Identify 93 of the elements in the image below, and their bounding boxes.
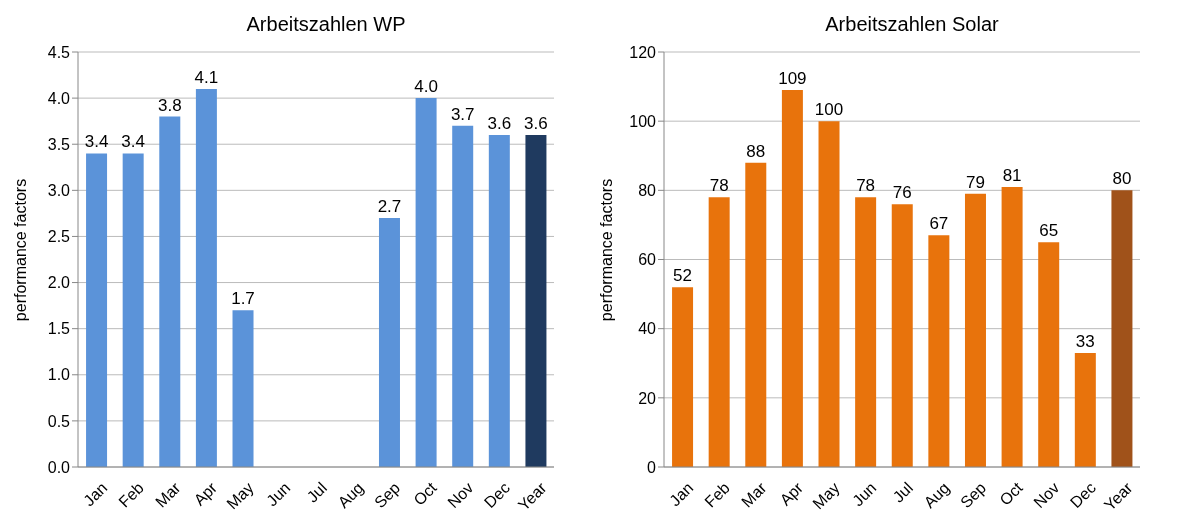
y-tick-label: 4.0: [47, 89, 71, 107]
data-label: 67: [929, 214, 949, 234]
data-label: 33: [1075, 331, 1095, 351]
y-tick-label: 60: [638, 251, 657, 269]
data-label: 109: [778, 69, 807, 89]
bar: [195, 88, 217, 467]
chart-title: Arbeitszahlen Solar: [824, 12, 1000, 37]
x-tick-label: Jul: [303, 479, 331, 506]
bar: [1111, 190, 1133, 467]
x-tick-label: Sep: [371, 478, 404, 512]
data-label: 4.0: [414, 77, 438, 97]
y-tick-label: 120: [629, 43, 657, 61]
x-tick-label: Aug: [334, 479, 367, 512]
x-tick-label: Jun: [263, 479, 294, 510]
x-tick-label: Feb: [701, 478, 734, 511]
x-tick-label: Jan: [666, 479, 697, 510]
x-tick-label: Aug: [920, 479, 953, 512]
data-label: 3.6: [487, 114, 512, 133]
x-tick-label: Year: [1100, 478, 1137, 514]
data-label: 88: [746, 141, 766, 161]
x-tick-label: Apr: [776, 478, 807, 509]
data-label: 65: [1039, 221, 1059, 241]
x-tick-label: Nov: [444, 479, 477, 512]
x-tick-label: Jun: [849, 479, 880, 510]
bar: [855, 197, 877, 467]
data-label: 1.7: [231, 289, 255, 309]
y-tick-label: 0.5: [47, 412, 71, 430]
data-label: 80: [1112, 169, 1132, 189]
bar: [781, 90, 803, 467]
x-tick-label: Feb: [115, 478, 148, 511]
bar: [745, 162, 767, 467]
x-tick-label: Dec: [480, 479, 514, 512]
bar: [159, 116, 181, 467]
bar: [891, 204, 913, 467]
x-tick-label: Jul: [889, 479, 917, 506]
y-tick-label: 1.5: [47, 320, 71, 338]
data-label: 3.4: [121, 132, 145, 152]
x-tick-label: May: [809, 479, 843, 513]
bar: [488, 135, 510, 467]
chart-title: Arbeitszahlen WP: [245, 12, 407, 37]
bar: [232, 310, 254, 467]
y-tick-label: 40: [638, 320, 657, 338]
y-tick-label: 80: [638, 182, 657, 200]
data-label: 3.6: [524, 114, 548, 133]
y-axis-title: performance factors: [12, 178, 30, 322]
x-tick-label: Oct: [410, 478, 441, 509]
y-tick-label: 3.0: [47, 182, 71, 200]
x-tick-label: Jan: [80, 479, 111, 510]
bar: [818, 121, 840, 467]
y-tick-label: 3.5: [47, 135, 71, 153]
data-label: 78: [856, 176, 876, 196]
bar: [525, 135, 547, 467]
data-label: 3.7: [450, 104, 475, 124]
y-tick-label: 0: [647, 458, 657, 476]
x-tick-label: Nov: [1030, 479, 1063, 512]
y-tick-label: 4.5: [47, 43, 71, 61]
data-label: 52: [673, 266, 693, 286]
bar: [672, 287, 694, 467]
y-tick-label: 20: [638, 389, 657, 407]
data-label: 81: [1002, 165, 1022, 185]
y-tick-label: 100: [629, 112, 657, 130]
x-tick-label: Oct: [996, 478, 1027, 509]
data-label: 2.7: [377, 197, 402, 216]
data-label: 79: [966, 172, 985, 192]
x-tick-label: Mar: [152, 478, 185, 511]
bar: [415, 98, 437, 467]
y-tick-label: 1.0: [47, 366, 71, 384]
bar: [452, 125, 474, 467]
data-label: 4.1: [194, 67, 219, 87]
y-tick-label: 2.0: [47, 274, 71, 292]
x-tick-label: May: [223, 479, 257, 513]
data-label: 3.4: [84, 132, 109, 152]
data-label: 78: [709, 176, 729, 196]
bar: [122, 153, 144, 467]
bar: [1001, 186, 1023, 467]
bar: [86, 153, 108, 467]
data-label: 3.8: [157, 95, 182, 115]
data-label: 76: [892, 183, 912, 203]
x-tick-label: Sep: [957, 478, 990, 512]
bar: [1074, 352, 1096, 467]
bar: [928, 235, 950, 467]
x-tick-label: Dec: [1066, 479, 1100, 512]
x-tick-label: Mar: [738, 478, 771, 511]
bar: [708, 197, 730, 467]
y-axis-title: performance factors: [598, 178, 616, 322]
x-tick-label: Apr: [190, 478, 221, 509]
y-tick-label: 2.5: [47, 228, 71, 246]
x-tick-label: Year: [514, 478, 551, 514]
data-label: 100: [814, 100, 844, 120]
bar: [1038, 242, 1060, 467]
y-tick-label: 0.0: [47, 458, 71, 476]
bar: [964, 193, 986, 467]
bar: [378, 218, 400, 467]
